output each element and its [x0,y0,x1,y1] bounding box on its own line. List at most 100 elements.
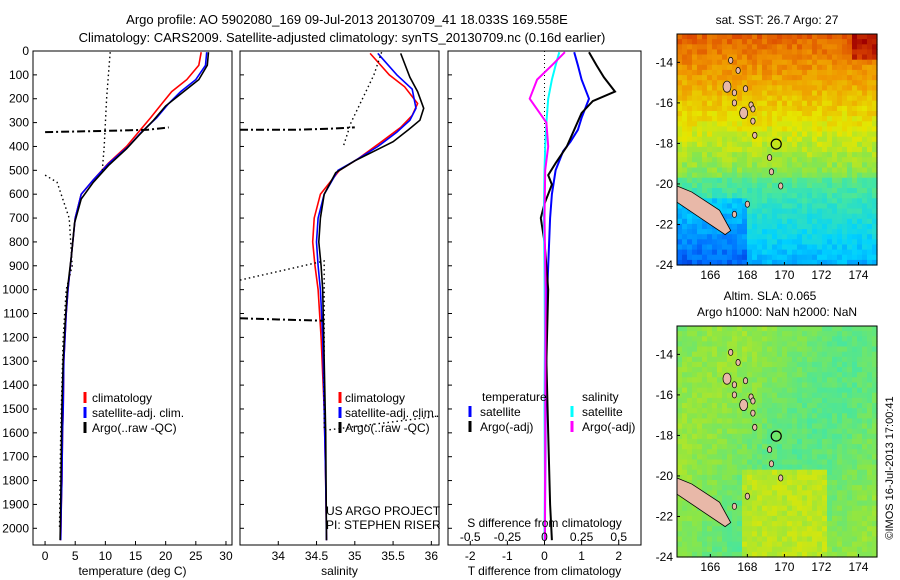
island [768,460,774,468]
sst-map-title: sat. SST: 26.7 Argo: 27 [716,13,839,27]
island [750,397,756,405]
y-tick-label: 400 [9,139,29,153]
island [728,348,734,356]
land-new-caledonia [676,185,732,236]
legend-label: Argo(..raw -QC) [345,421,430,435]
argo-location-marker [770,430,782,442]
island [750,409,756,417]
x-tick-label: 170 [774,268,794,282]
x-tick-label: 168 [737,268,757,282]
map-frame [676,33,878,266]
y-tick-label: 1900 [2,497,29,511]
series-line-climatology [59,52,202,541]
island [767,446,773,454]
plot-frame [239,50,440,546]
x-tick-label: 15 [129,549,143,563]
x-tick-label-T: 2 [615,549,622,563]
series-line-argo-raw-qc-spike [45,126,169,134]
island [728,56,734,64]
x-tick-label: 168 [737,560,757,574]
island [750,105,756,113]
legend-label: climatology [92,391,152,405]
island [767,154,773,162]
island [778,474,784,482]
argo-location-marker [770,138,782,150]
island [768,168,774,176]
annotation-project: US ARGO PROJECT [326,504,441,518]
island [731,391,737,399]
x-tick-label: 20 [159,549,173,563]
series-line-argo-raw-qc-low [44,174,73,529]
island [744,492,750,500]
y-tick-label: 600 [9,187,29,201]
series-line-t-argo [539,51,617,541]
island [750,117,756,125]
x-tick-label: 174 [848,268,868,282]
series-line-argo [59,52,210,541]
x-axis-label: salinity [321,564,358,578]
x-axis-label: temperature (deg C) [78,564,186,578]
heatmap-cells [677,326,878,558]
island [752,131,758,139]
y-tick-label: -14 [656,55,674,69]
y-tick-label: 0 [22,44,29,58]
x-tick-label: 25 [189,549,203,563]
y-tick-label: 500 [9,163,29,177]
x-tick-label-S: -0.25 [494,530,522,544]
series-line-argo-raw-qc [342,51,383,147]
sla-map-title: Altim. SLA: 0.065 [724,289,817,303]
legend-header-salinity: salinity [582,390,619,404]
legend-label: satellite [582,405,623,419]
y-tick-label: -18 [656,428,674,442]
sst-map-panel: 166 168 170 172 174 -14 -16 -18 -20 -22 -24 sat. SS… [656,13,878,282]
y-tick-label: 700 [9,211,29,225]
x-tick-label: 172 [811,560,831,574]
series-line-argo-raw-qc-spike [240,126,355,131]
x-tick-label: 172 [811,268,831,282]
temperature-panel: 0100200300400500600700800900100011001200… [2,44,233,578]
title-line2: Climatology: CARS2009. Satellite-adjuste… [79,30,606,45]
legend-label: climatology [345,391,405,405]
series-line-argo-raw-qc-b [240,260,439,432]
annotation-pi: PI: STEPHEN RISER [326,518,441,532]
x-axis-label-top: S difference from climatology [467,516,622,530]
y-tick-label: 2000 [2,521,29,535]
island [744,200,750,208]
legend-label: Argo(..raw -QC) [92,421,177,435]
series-line-s-argo [528,51,566,541]
island [731,89,737,97]
series-line-t-satellite [543,51,591,541]
x-tick-label-T: 1 [578,549,585,563]
y-tick-label: -22 [656,217,674,231]
legend-label: Argo(-adj) [582,420,635,434]
y-tick-label: 1600 [2,426,29,440]
y-tick-label: -22 [656,509,674,523]
x-tick-label: 170 [774,560,794,574]
legend-label: satellite-adj. clim. [345,406,437,420]
island [742,377,749,385]
legend-label: Argo(-adj) [480,420,533,434]
y-tick-label: -20 [656,469,674,483]
x-tick-label: 34 [272,549,286,563]
y-tick-label: 800 [9,235,29,249]
title-line1: Argo profile: AO 5902080_169 09-Jul-2013… [126,12,568,27]
x-tick-label-T: -2 [465,549,476,563]
x-tick-label: 0 [42,549,49,563]
series-line-argo-raw-qc-spike2 [240,317,325,322]
x-tick-label: 35 [348,549,362,563]
island [731,210,737,218]
land-new-caledonia [676,477,732,528]
x-tick-label-S: 0 [541,530,548,544]
series-line-argo-raw-qc [101,52,111,171]
legend-header-temperature: temperature [482,390,547,404]
x-tick-label-T: 0 [541,549,548,563]
y-tick-label: -18 [656,136,674,150]
x-tick-label: 5 [72,549,79,563]
island [735,359,741,366]
y-tick-label: -16 [656,388,674,402]
y-tick-label: -24 [656,550,674,564]
heatmap-cells [677,34,878,266]
island [739,107,749,119]
x-tick-label-T: -1 [502,549,513,563]
